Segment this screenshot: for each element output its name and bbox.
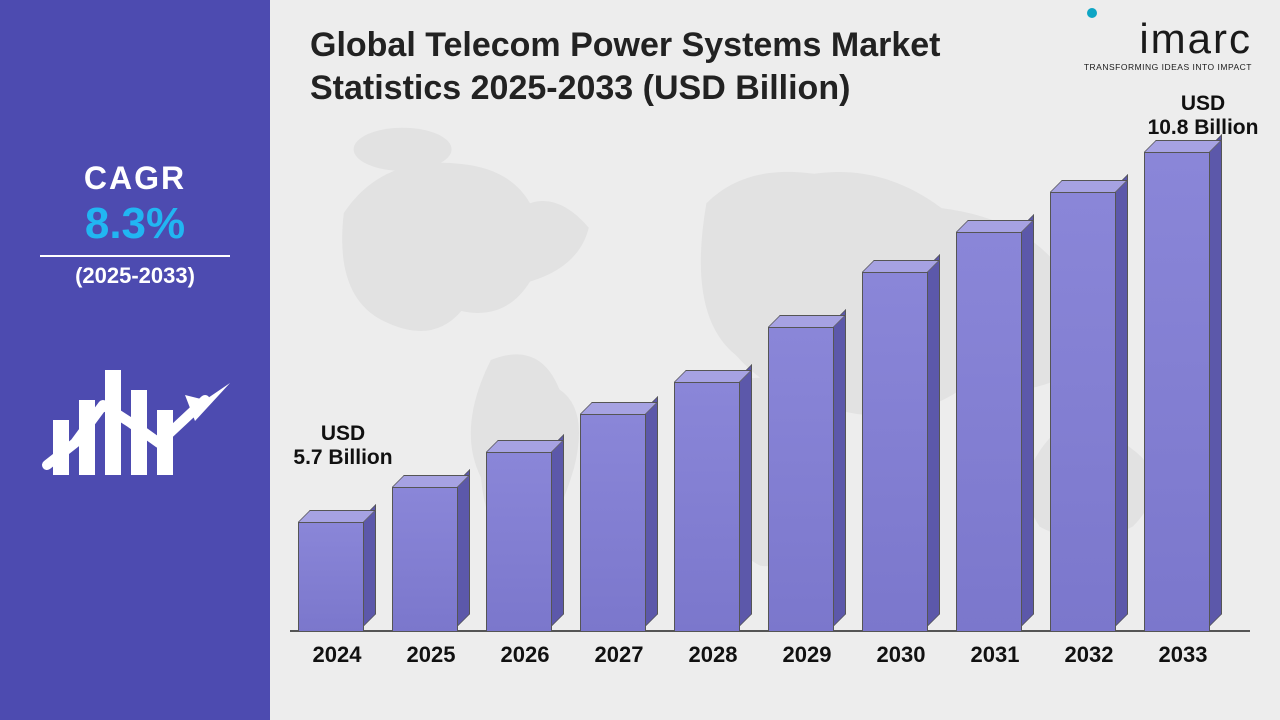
bar-front [486, 452, 552, 632]
cagr-range: (2025-2033) [75, 263, 195, 289]
bar: 2025 [392, 487, 470, 632]
bar-side [364, 504, 376, 626]
bar: 2028 [674, 382, 752, 632]
bar: 2031 [956, 232, 1034, 632]
bar: 2030 [862, 272, 940, 632]
bar: 2032 [1050, 192, 1128, 632]
first-bar-value-label: USD 5.7 Billion [278, 422, 408, 470]
x-axis-label: 2028 [670, 642, 756, 668]
bar-front [674, 382, 740, 632]
page: CAGR 8.3% (2025-2033) [0, 0, 1280, 720]
logo-tagline: TRANSFORMING IDEAS INTO IMPACT [1084, 62, 1252, 72]
cagr-label: CAGR [84, 160, 186, 197]
x-axis-label: 2029 [764, 642, 850, 668]
brand-logo: imarc TRANSFORMING IDEAS INTO IMPACT [1084, 18, 1252, 72]
bar-top [862, 260, 940, 272]
bar-front [1144, 152, 1210, 632]
sidebar: CAGR 8.3% (2025-2033) [0, 0, 270, 720]
x-axis-label: 2030 [858, 642, 944, 668]
value-label-line: USD [321, 422, 365, 445]
bar-side [458, 469, 470, 626]
bar-top [956, 220, 1034, 232]
bar-side [1210, 134, 1222, 626]
bar: 2024 [298, 522, 376, 632]
x-axis-label: 2033 [1140, 642, 1226, 668]
bar-top [486, 440, 564, 452]
x-axis-label: 2026 [482, 642, 568, 668]
chart-title: Global Telecom Power Systems Market Stat… [310, 24, 1010, 109]
bar-side [1022, 214, 1034, 626]
logo-dot-icon [1087, 8, 1097, 18]
bar-front [1050, 192, 1116, 632]
bar-front [298, 522, 364, 632]
bar-chart: 2024202520262027202820292030203120322033… [290, 120, 1250, 680]
logo-text: imarc [1084, 18, 1252, 60]
bar-front [768, 327, 834, 632]
value-label-line: USD [1181, 92, 1225, 115]
bar-side [646, 396, 658, 626]
bar: 2033 [1144, 152, 1222, 632]
bar-top [1144, 140, 1222, 152]
bar-top [674, 370, 752, 382]
bar-side [1116, 174, 1128, 626]
bar-top [392, 475, 470, 487]
plot-area: 2024202520262027202820292030203120322033 [290, 120, 1250, 632]
divider [40, 255, 230, 257]
x-axis-label: 2031 [952, 642, 1038, 668]
x-axis-label: 2027 [576, 642, 662, 668]
main-panel: Global Telecom Power Systems Market Stat… [270, 0, 1280, 720]
bar-side [552, 434, 564, 626]
value-label-line: 10.8 Billion [1148, 116, 1259, 139]
x-axis-label: 2024 [294, 642, 380, 668]
logo-word: imarc [1139, 15, 1252, 62]
bar: 2027 [580, 414, 658, 632]
bar-front [392, 487, 458, 632]
bar-front [956, 232, 1022, 632]
bar-top [768, 315, 846, 327]
bar-top [1050, 180, 1128, 192]
last-bar-value-label: USD 10.8 Billion [1138, 92, 1268, 140]
value-label-line: 5.7 Billion [293, 446, 392, 469]
bar: 2026 [486, 452, 564, 632]
bar-front [862, 272, 928, 632]
bar-side [834, 309, 846, 626]
x-axis-label: 2032 [1046, 642, 1132, 668]
bar-side [928, 254, 940, 626]
bar-side [740, 364, 752, 626]
x-axis-label: 2025 [388, 642, 474, 668]
bar-top [580, 402, 658, 414]
growth-chart-icon [35, 325, 235, 505]
cagr-value: 8.3% [85, 199, 185, 249]
bar-front [580, 414, 646, 632]
bar: 2029 [768, 327, 846, 632]
bar-top [298, 510, 376, 522]
